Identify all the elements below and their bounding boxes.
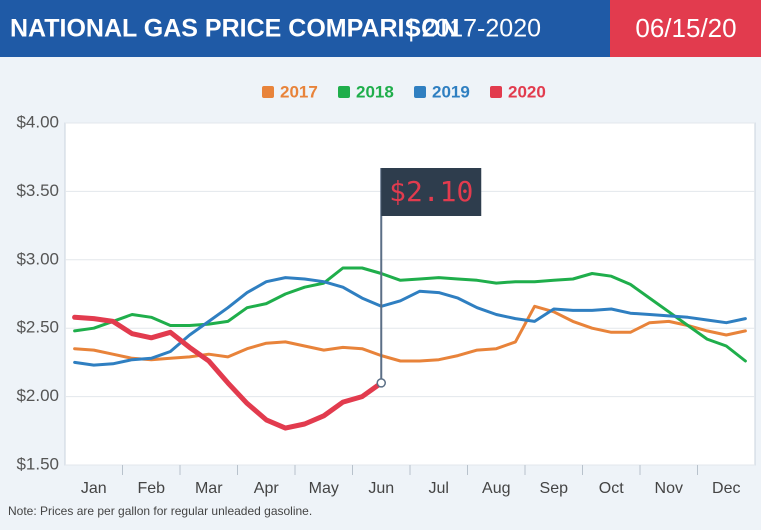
x-tick-label: Oct [599,480,624,497]
x-tick-label: Sep [540,480,569,497]
series-line [73,304,747,363]
legend-label: 2019 [432,82,470,101]
flag [381,168,482,216]
y-tick-label: $2.00 [16,386,59,405]
y-tick-label: $4.00 [16,112,59,131]
date: 06/15/20 [635,13,736,43]
x-tick-label: May [309,480,339,497]
legend-swatch [490,86,502,98]
date-box [610,0,761,57]
annotation: $2.10 [389,175,473,208]
x-tick-label: Dec [712,480,740,497]
x-tick-label: Jun [368,480,394,497]
series-line [72,314,384,431]
note: Note: Prices are per gallon for regular … [8,504,312,518]
legend-label: 2017 [280,82,318,101]
y-tick-label: $1.50 [16,454,59,473]
legend-label: 2018 [356,82,394,101]
x-tick-label: Apr [254,480,280,497]
series-line [73,266,747,363]
series-line [73,276,747,367]
x-tick-label: Nov [655,480,683,497]
x-tick-label: Jul [429,480,449,497]
chart-subtitle: | 2017-2020 [408,15,541,43]
x-tick-label: Feb [137,480,165,497]
legend-swatch [338,86,350,98]
legend-swatch [414,86,426,98]
y-tick-label: $3.00 [16,249,59,268]
end-marker [376,378,386,388]
x-tick-label: Mar [195,480,223,497]
y-tick-label: $2.50 [16,318,59,337]
y-tick-label: $3.50 [16,181,59,200]
header-bar [0,0,610,57]
x-tick-label: Aug [482,480,510,497]
legend-swatch [262,86,274,98]
chart-title: NATIONAL GAS PRICE COMPARISON [10,15,459,43]
legend-label: 2020 [508,82,546,101]
x-tick-label: Jan [81,480,107,497]
